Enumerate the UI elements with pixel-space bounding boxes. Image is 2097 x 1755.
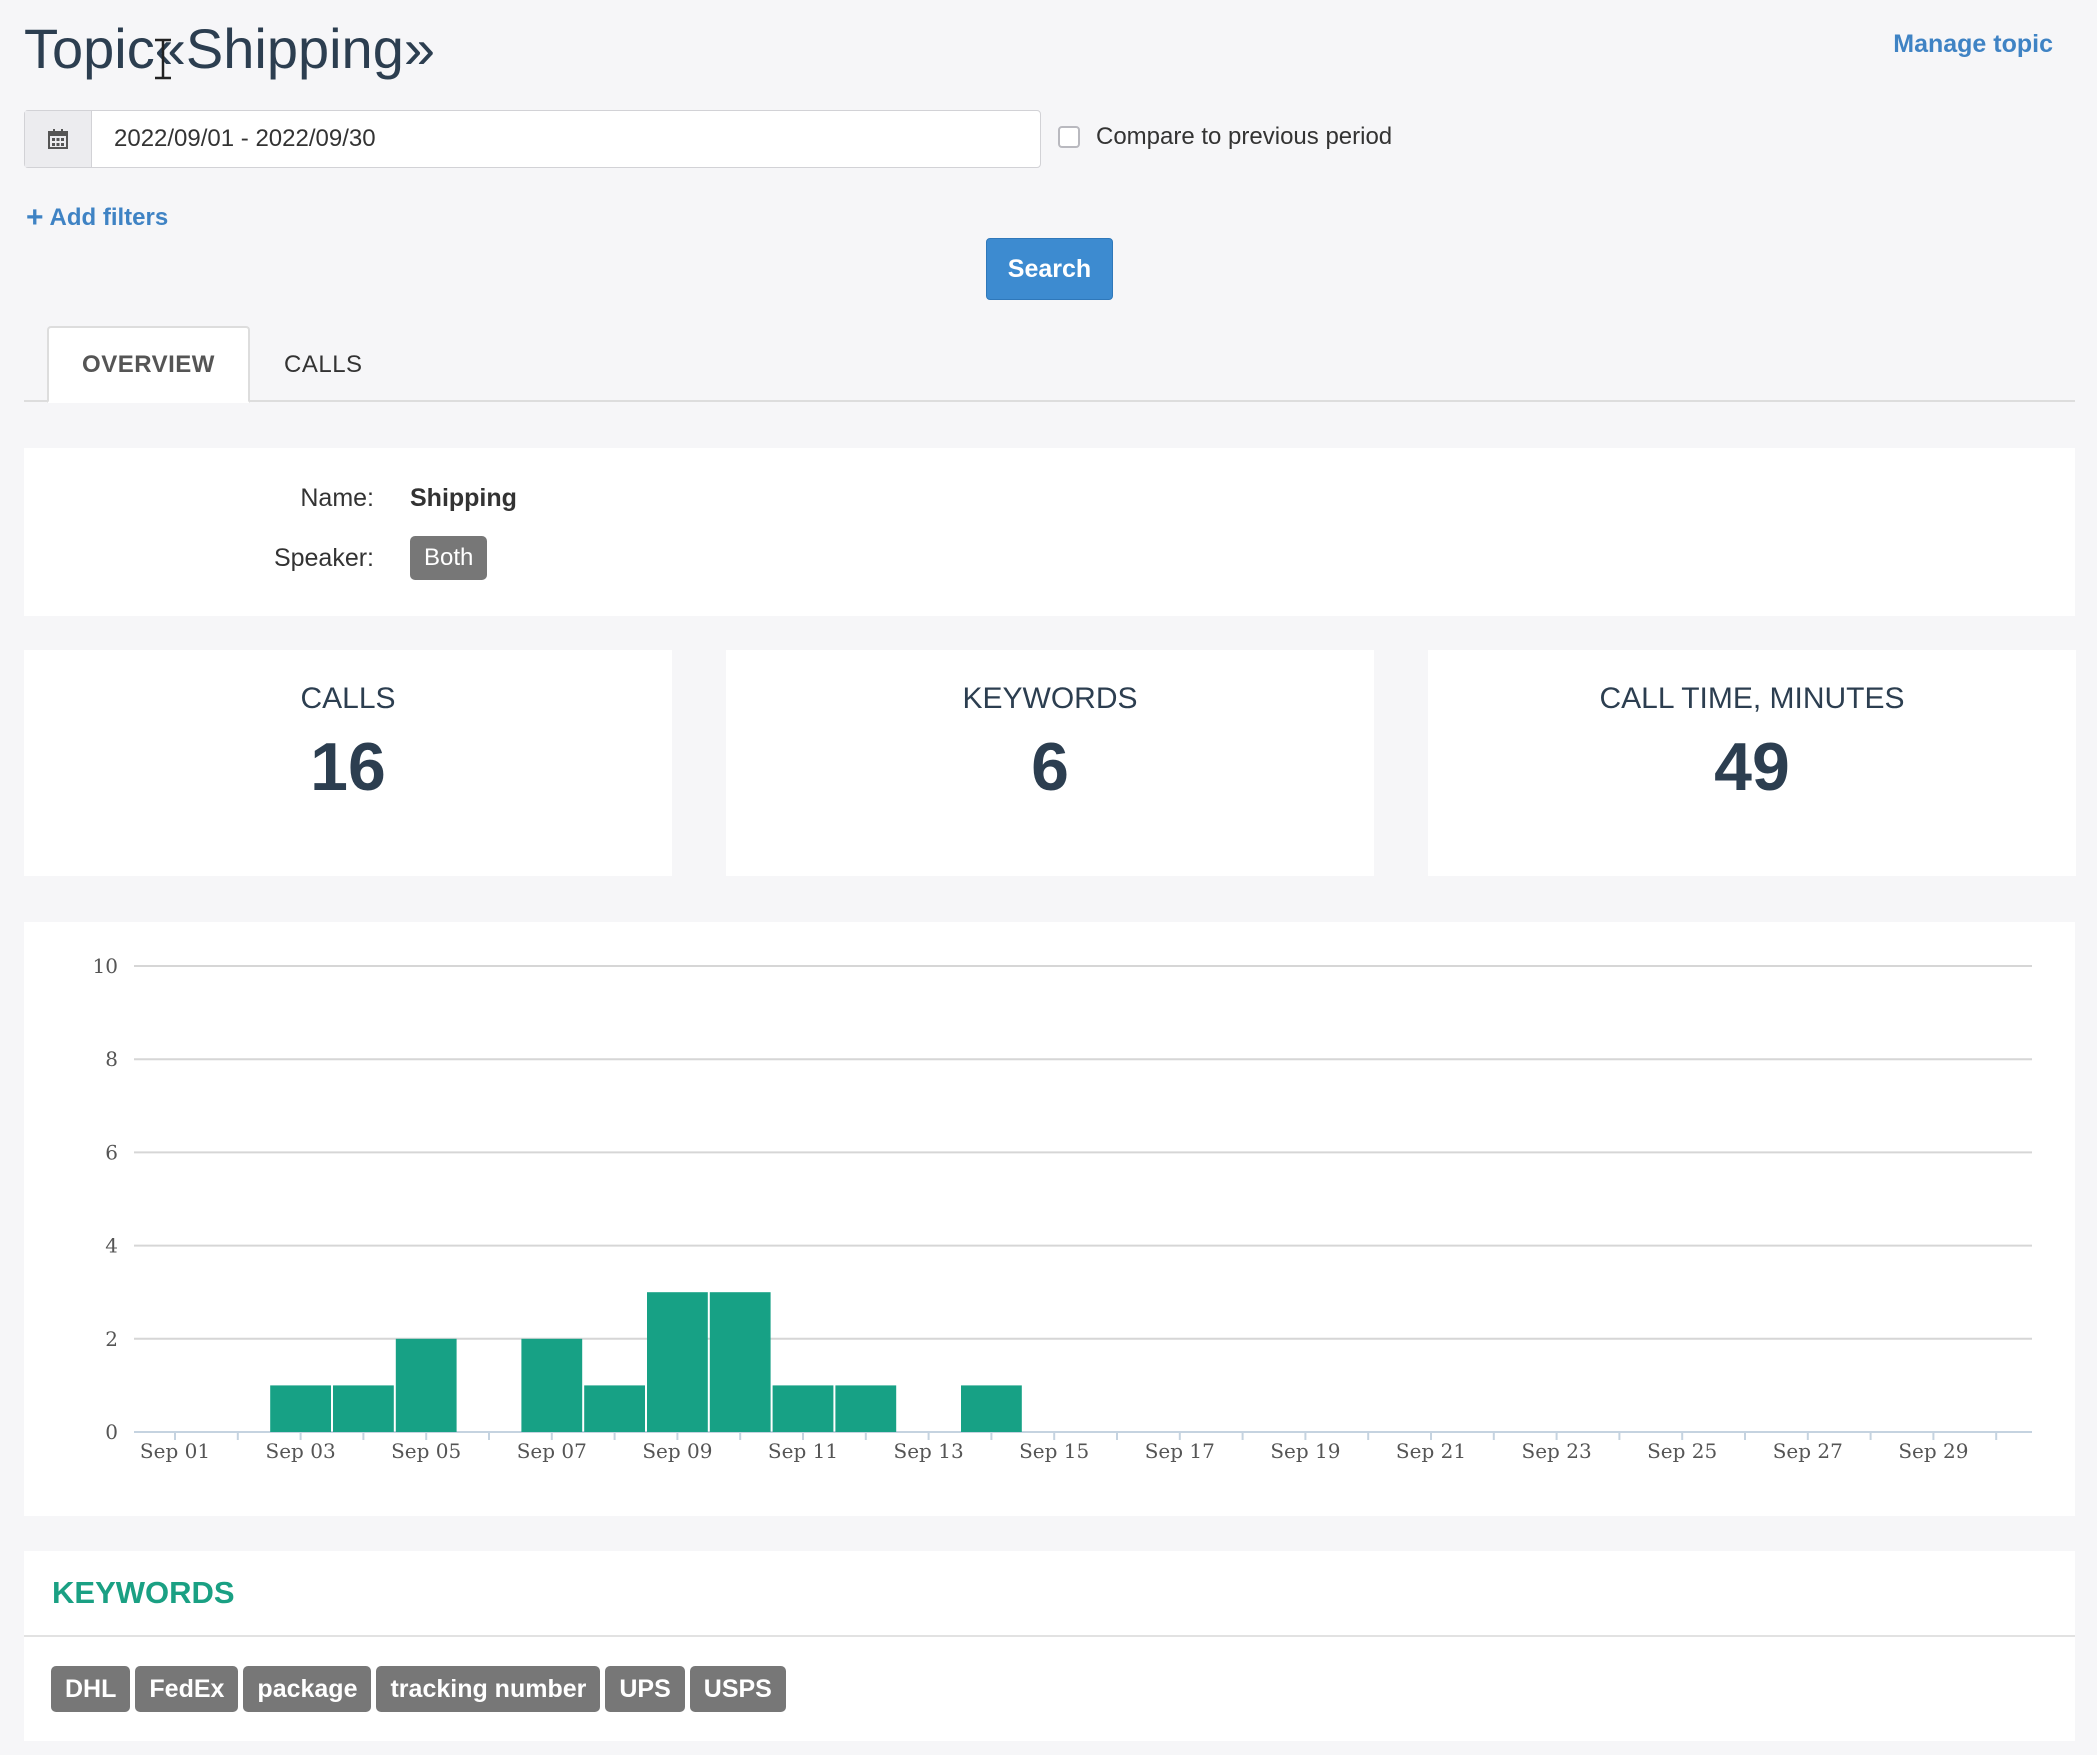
tab-calls[interactable]: CALLS <box>284 350 363 378</box>
keyword-badge[interactable]: USPS <box>689 1666 786 1712</box>
keywords-list: DHL FedEx package tracking number UPS USPS <box>51 1666 786 1712</box>
speaker-label: Speaker: <box>273 544 374 572</box>
bar <box>647 1292 708 1432</box>
speaker-badge: Both <box>410 536 488 580</box>
x-tick-label: Sep 23 <box>1522 1439 1592 1463</box>
y-tick-label: 10 <box>93 954 118 978</box>
keyword-badge[interactable]: DHL <box>51 1666 131 1712</box>
plus-icon: + <box>26 201 44 234</box>
stat-card-calls: CALLS 16 <box>24 650 672 876</box>
name-value: Shipping <box>410 484 517 512</box>
calls-bar-chart: 0 2 4 6 8 10 Sep 01 Sep 03 Sep 05 Sep 07 Sep 09 Sep… <box>93 954 2032 1463</box>
compare-checkbox[interactable] <box>1058 126 1080 148</box>
x-tick-label: Sep 17 <box>1145 1439 1215 1463</box>
bar <box>961 1385 1022 1432</box>
bar <box>395 1338 457 1432</box>
stat-value: 6 <box>1031 729 1069 805</box>
x-tick-label: Sep 09 <box>642 1439 712 1463</box>
bar <box>270 1385 331 1432</box>
keywords-title: KEYWORDS <box>52 1575 235 1610</box>
tab-bar: OVERVIEW CALLS <box>24 326 2075 403</box>
x-tick-label: Sep 13 <box>894 1439 964 1463</box>
keyword-badge[interactable]: package <box>243 1666 372 1712</box>
bar <box>772 1385 834 1432</box>
page-title: Topic«Shipping» <box>24 17 435 80</box>
date-range-input[interactable] <box>92 111 1040 167</box>
keywords-card: KEYWORDS DHL FedEx package tracking number U… <box>24 1551 2075 1741</box>
x-tick-label: Sep 15 <box>1019 1439 1089 1463</box>
y-tick-label: 2 <box>105 1327 118 1351</box>
stat-card-call-time: CALL TIME, MINUTES 49 <box>1428 650 2076 876</box>
search-button[interactable]: Search <box>986 238 1113 300</box>
bar <box>709 1292 771 1432</box>
y-tick-label: 0 <box>105 1420 118 1444</box>
keywords-divider <box>24 1635 2075 1637</box>
bar <box>835 1385 897 1432</box>
add-filters-link[interactable]: + Add filters <box>26 201 169 234</box>
stat-label: CALL TIME, MINUTES <box>1599 682 1905 715</box>
stat-value: 49 <box>1714 729 1790 805</box>
x-tick-label: Sep 19 <box>1270 1439 1340 1463</box>
compare-toggle[interactable]: Compare to previous period <box>1058 123 1392 151</box>
manage-topic-link[interactable]: Manage topic <box>1893 30 2053 58</box>
info-row-name: Name: Shipping <box>24 484 2075 524</box>
info-row-speaker: Speaker: Both <box>24 536 2075 586</box>
keyword-badge[interactable]: tracking number <box>376 1666 601 1712</box>
stat-card-keywords: KEYWORDS 6 <box>726 650 1374 876</box>
text-cursor-icon <box>155 38 171 80</box>
x-tick-label: Sep 25 <box>1647 1439 1717 1463</box>
add-filters-label: Add filters <box>49 204 169 231</box>
x-tick-label: Sep 21 <box>1396 1439 1466 1463</box>
topic-info-card: Name: Shipping Speaker: Both <box>24 448 2075 616</box>
date-range-picker[interactable] <box>24 110 1041 168</box>
x-tick-label: Sep 07 <box>517 1439 587 1463</box>
stat-label: CALLS <box>300 682 396 715</box>
x-tick-label: Sep 29 <box>1898 1439 1968 1463</box>
calendar-addon[interactable] <box>25 111 92 167</box>
stat-label: KEYWORDS <box>962 682 1138 715</box>
keyword-badge[interactable]: UPS <box>605 1666 685 1712</box>
calls-chart-card: 0 2 4 6 8 10 Sep 01 Sep 03 Sep 05 Sep 07 Sep 09 Sep… <box>24 922 2075 1516</box>
tab-overview[interactable]: OVERVIEW <box>47 326 250 403</box>
bar <box>521 1338 583 1432</box>
y-tick-label: 8 <box>105 1047 118 1071</box>
calendar-icon <box>48 129 68 149</box>
stat-value: 16 <box>310 729 386 805</box>
x-tick-label: Sep 27 <box>1773 1439 1843 1463</box>
bar <box>584 1385 645 1432</box>
y-tick-label: 6 <box>105 1140 118 1164</box>
x-tick-label: Sep 01 <box>140 1439 210 1463</box>
keyword-badge[interactable]: FedEx <box>135 1666 239 1712</box>
x-tick-label: Sep 03 <box>266 1439 336 1463</box>
x-tick-label: Sep 11 <box>768 1439 838 1463</box>
y-tick-label: 4 <box>105 1234 118 1258</box>
name-label: Name: <box>300 484 374 512</box>
bar <box>333 1385 394 1432</box>
compare-label: Compare to previous period <box>1096 123 1393 150</box>
x-tick-label: Sep 05 <box>391 1439 461 1463</box>
